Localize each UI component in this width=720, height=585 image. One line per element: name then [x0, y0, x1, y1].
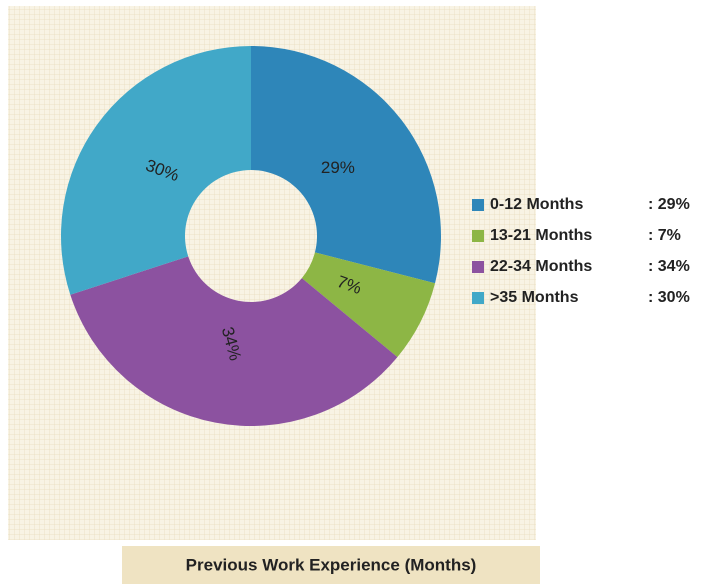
legend-swatch — [472, 230, 484, 242]
legend-swatch — [472, 199, 484, 211]
donut-slice — [301, 252, 436, 358]
legend-swatch — [472, 292, 484, 304]
legend-swatch — [472, 261, 484, 273]
legend-value: : 7% — [648, 227, 681, 244]
donut-slice — [251, 46, 441, 284]
legend-label: 13-21 Months — [490, 227, 592, 244]
legend-label: 0-12 Months — [490, 196, 583, 213]
donut-slice — [70, 256, 398, 427]
legend-label: 22-34 Months — [490, 258, 592, 275]
data-label: 29% — [321, 158, 355, 177]
chart-title: Previous Work Experience (Months) — [186, 555, 477, 574]
legend-label: >35 Months — [490, 289, 579, 306]
donut-slice — [60, 46, 252, 295]
legend-value: : 29% — [648, 196, 690, 213]
title-box — [122, 546, 540, 584]
legend-value: : 30% — [648, 289, 690, 306]
legend-value: : 34% — [648, 258, 690, 275]
